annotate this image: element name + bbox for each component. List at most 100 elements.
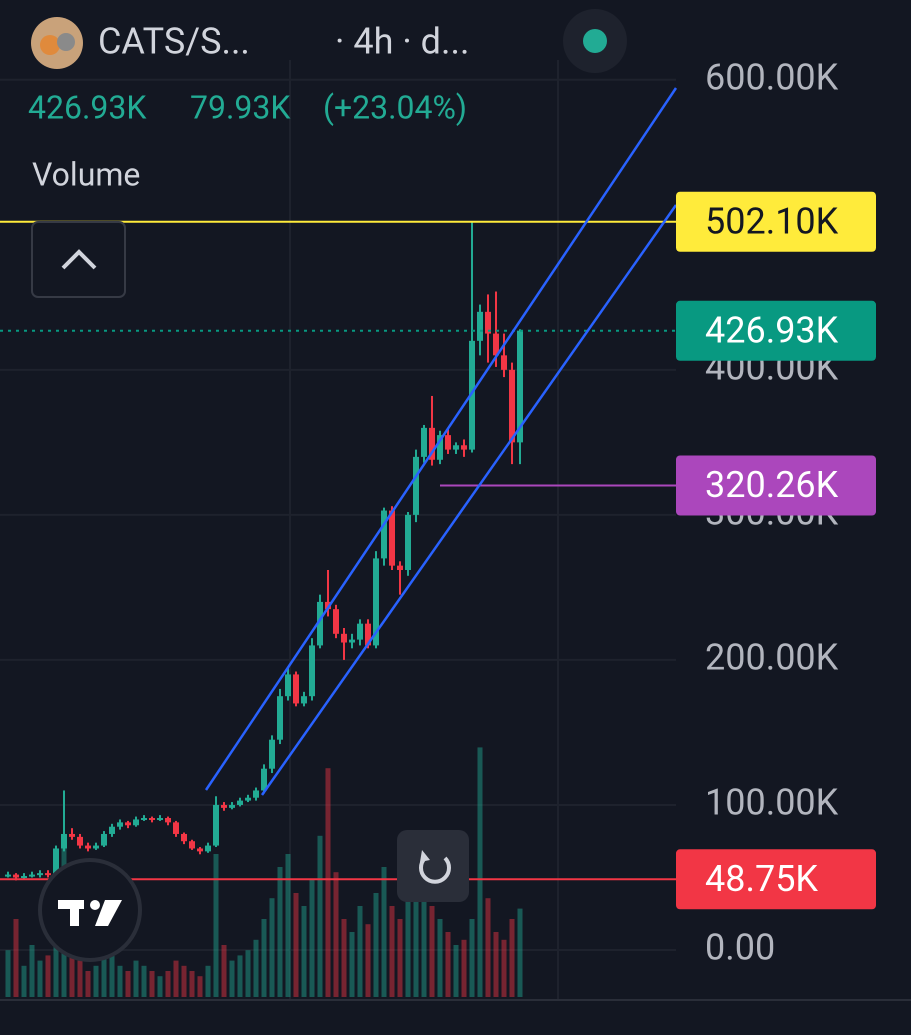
candle-body bbox=[453, 445, 459, 450]
candle-body bbox=[405, 514, 411, 570]
volume-bar bbox=[165, 971, 171, 997]
volume-bar bbox=[389, 906, 395, 997]
candle-body bbox=[213, 804, 219, 846]
candle-body bbox=[317, 601, 323, 646]
price-tag bbox=[676, 849, 876, 910]
volume-bar bbox=[341, 919, 347, 997]
change: 79.93K bbox=[190, 88, 291, 126]
candle-body bbox=[437, 435, 443, 460]
candle-body bbox=[373, 558, 379, 646]
candle-body bbox=[29, 874, 35, 877]
candle-body bbox=[101, 833, 107, 846]
candle-body bbox=[501, 355, 507, 370]
avatar-art bbox=[57, 33, 75, 51]
reset-button[interactable] bbox=[397, 830, 469, 902]
collapse-button[interactable] bbox=[31, 221, 126, 298]
candle-body bbox=[469, 340, 475, 450]
volume-bar bbox=[469, 919, 475, 997]
y-tick-label: 0.00 bbox=[705, 927, 775, 969]
volume-bar bbox=[309, 880, 315, 997]
volume-bar bbox=[405, 880, 411, 997]
logo-button[interactable] bbox=[38, 858, 142, 962]
volume-bar bbox=[173, 960, 179, 997]
volume-bar bbox=[213, 854, 219, 997]
price-tag-label: 502.10K bbox=[705, 200, 839, 242]
candle-body bbox=[197, 848, 203, 852]
volume-bar bbox=[317, 835, 323, 997]
volume-bar bbox=[229, 960, 235, 997]
volume-bar bbox=[77, 960, 83, 997]
volume-bar bbox=[333, 872, 339, 997]
candle-body bbox=[301, 696, 307, 704]
volume-bar bbox=[381, 867, 387, 997]
candle-body bbox=[237, 800, 243, 805]
candle-body bbox=[349, 639, 355, 643]
volume-bar bbox=[269, 898, 275, 997]
volume-bar bbox=[13, 919, 19, 997]
candle-body bbox=[365, 623, 371, 646]
price-axis: 0.00100.00K200.00K300.00K400.00K600.00K5… bbox=[676, 56, 876, 969]
volume-bar bbox=[261, 919, 267, 997]
candle-body bbox=[189, 841, 195, 849]
candle-body bbox=[173, 822, 179, 834]
price-tag bbox=[676, 300, 876, 361]
volume-bar bbox=[349, 932, 355, 997]
logo bbox=[95, 900, 122, 926]
volume-bar bbox=[493, 932, 499, 997]
candle-body bbox=[509, 369, 515, 443]
change-pct: (+23.04%) bbox=[323, 88, 467, 126]
volume-bar bbox=[157, 976, 163, 997]
candle-body bbox=[69, 833, 75, 837]
candle-body bbox=[125, 822, 131, 826]
candle-body bbox=[109, 826, 115, 834]
candle-body bbox=[149, 818, 155, 821]
candle-body bbox=[21, 876, 27, 879]
volume-bar bbox=[253, 939, 259, 997]
candle-body bbox=[493, 333, 499, 356]
status-dot bbox=[583, 29, 607, 53]
candle-body bbox=[293, 674, 299, 704]
price-tag-label: 426.93K bbox=[705, 309, 839, 351]
candle-body bbox=[93, 845, 99, 849]
volume-bar bbox=[357, 906, 363, 997]
volume-bar bbox=[245, 950, 251, 997]
candle-body bbox=[461, 445, 467, 450]
volume-bar bbox=[45, 955, 51, 997]
candle-body bbox=[221, 804, 227, 808]
volume-bar bbox=[277, 867, 283, 997]
candle-body bbox=[269, 739, 275, 769]
candle-body bbox=[413, 456, 419, 515]
volume-bar bbox=[69, 939, 75, 997]
indicator-label: Volume bbox=[32, 155, 140, 193]
candle-body bbox=[309, 645, 315, 697]
candle-body bbox=[421, 427, 427, 457]
volume-bar bbox=[205, 965, 211, 997]
volume-bar bbox=[301, 906, 307, 997]
channel-lower bbox=[260, 204, 678, 796]
candle-body bbox=[253, 790, 259, 798]
volume-bar bbox=[445, 932, 451, 997]
candle-body bbox=[61, 833, 67, 849]
volume-bar bbox=[181, 965, 187, 997]
candle-body bbox=[45, 873, 51, 876]
candle-body bbox=[141, 818, 147, 821]
volume-bar bbox=[141, 965, 147, 997]
candle-body bbox=[333, 609, 339, 634]
candle-body bbox=[37, 873, 43, 876]
candle-body bbox=[397, 565, 403, 570]
price-tag bbox=[676, 191, 876, 252]
volume-bar bbox=[53, 906, 59, 997]
volume-bar bbox=[325, 768, 331, 997]
y-tick-label: 600.00K bbox=[705, 56, 839, 98]
volume-bar bbox=[293, 893, 299, 997]
volume-bar bbox=[373, 893, 379, 997]
volume-bar bbox=[221, 945, 227, 997]
symbol[interactable]: CATS/S... bbox=[98, 21, 250, 63]
volume-bar bbox=[421, 880, 427, 997]
volume-bar bbox=[365, 924, 371, 997]
reset-icon-arrow bbox=[420, 850, 430, 862]
candle-body bbox=[429, 427, 435, 460]
candle-body bbox=[245, 797, 251, 801]
interval[interactable]: · 4h · d... bbox=[335, 21, 469, 63]
candle-body bbox=[5, 874, 11, 877]
